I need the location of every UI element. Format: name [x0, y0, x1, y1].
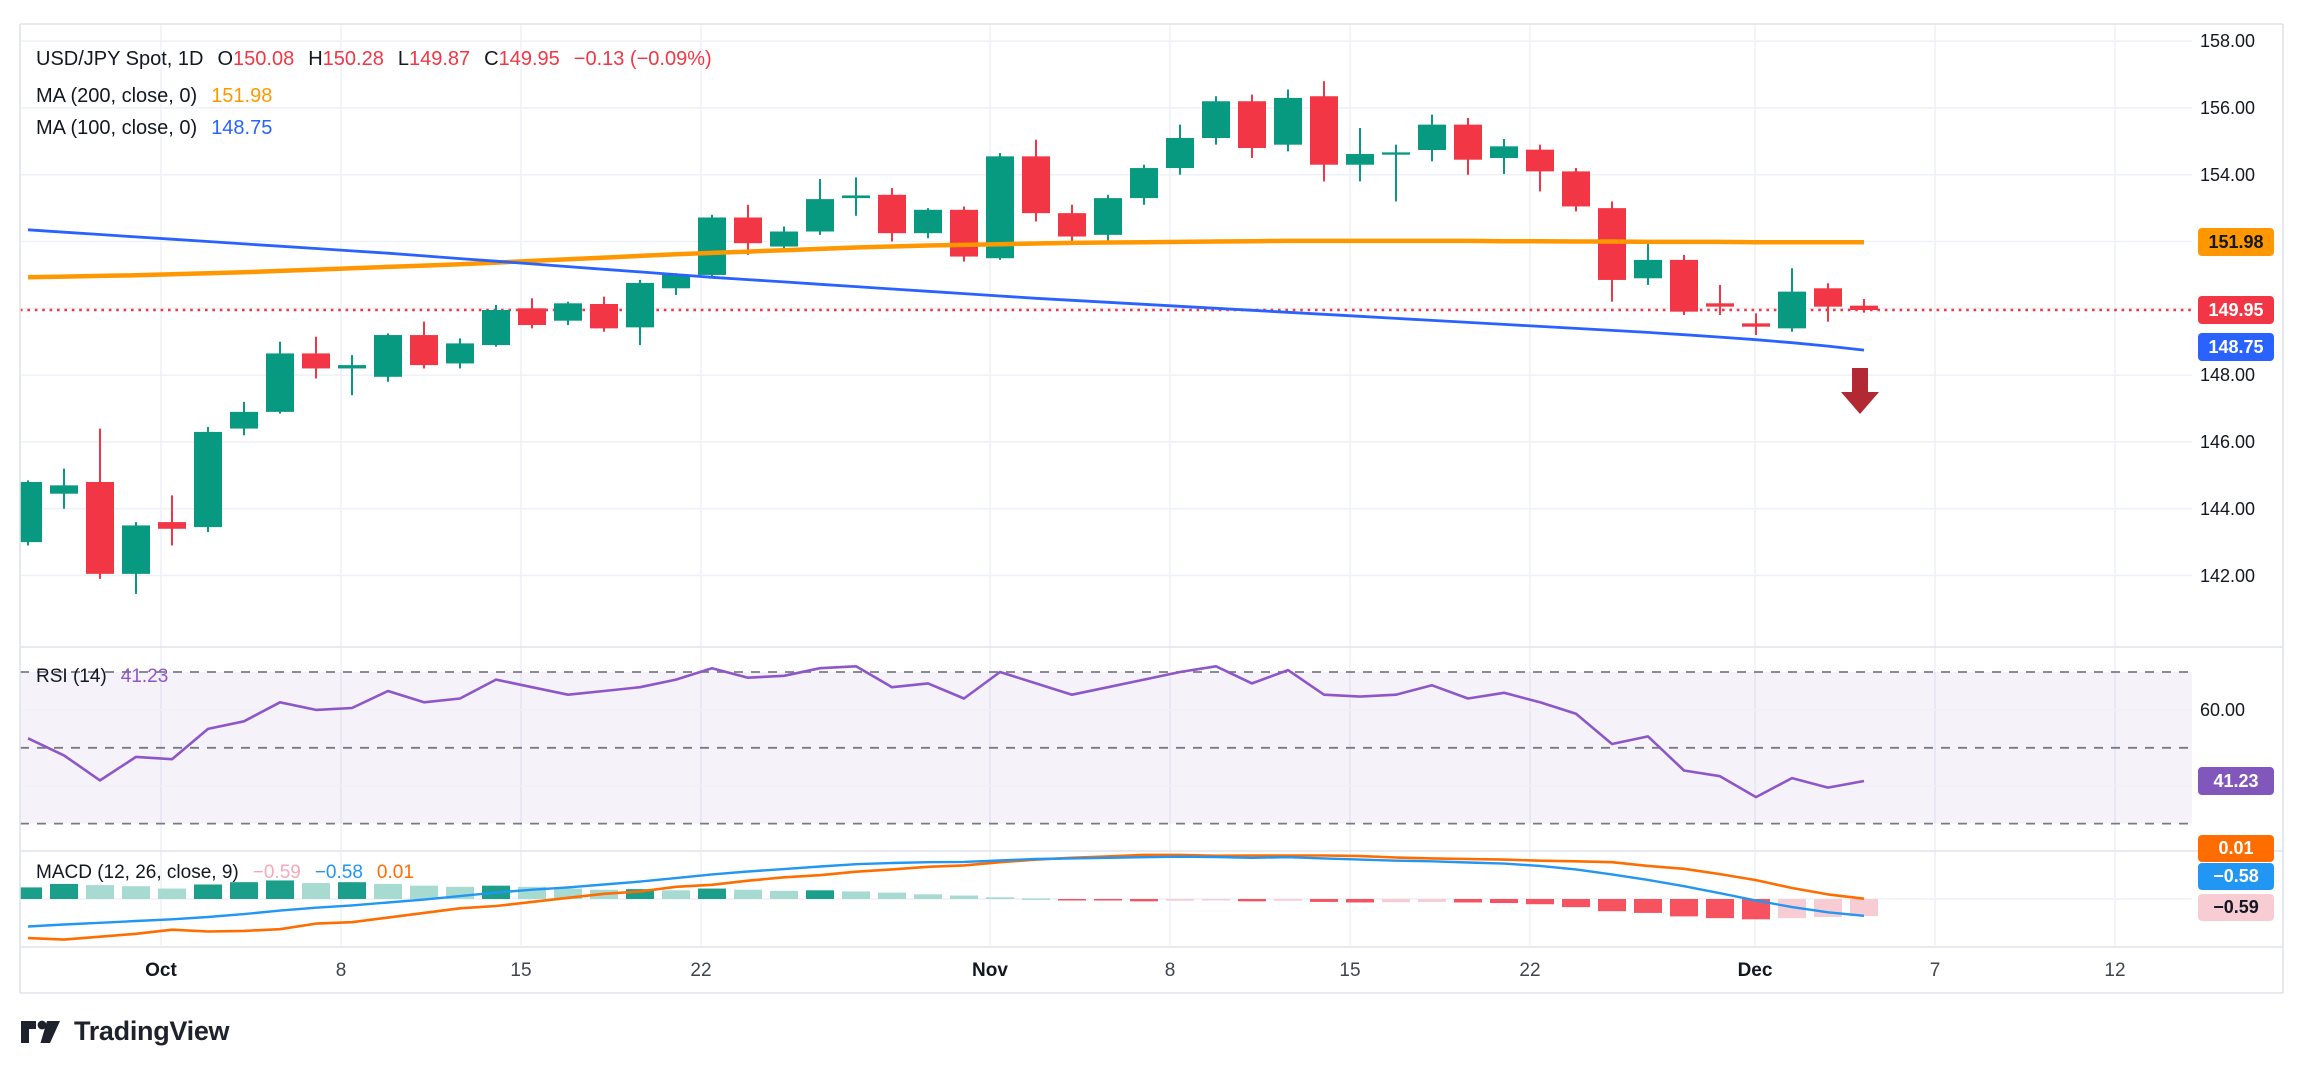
rsi-value-badge: 41.23 [2198, 767, 2274, 795]
price-change: −0.13 (−0.09%) [573, 48, 712, 70]
time-axis-label: Nov [972, 960, 1008, 981]
macd-hist-value: −0.59 [252, 862, 301, 883]
ma100-label: MA (100, close, 0) [36, 117, 198, 139]
price-axis-label: 158.00 [2200, 31, 2256, 52]
price-axis-label: 154.00 [2200, 164, 2256, 185]
ohlc-close: C149.95 [484, 48, 560, 70]
ma200-label: MA (200, close, 0) [36, 85, 198, 107]
symbol-legend-row[interactable]: USD/JPY Spot, 1D O150.08 H150.28 L149.87… [36, 48, 712, 71]
macd-legend-row[interactable]: MACD (12, 26, close, 9) −0.59 −0.58 0.01 [36, 862, 414, 884]
ma100-legend-row[interactable]: MA (100, close, 0) 148.75 [36, 117, 272, 140]
rsi-axis-label: 60.00 [2200, 699, 2246, 720]
price-axis-label: 142.00 [2200, 565, 2256, 586]
price-axis-label: 144.00 [2200, 498, 2256, 519]
time-axis-label: 22 [690, 960, 712, 981]
ma200-price-badge: 151.98 [2198, 228, 2274, 256]
rsi-legend-row[interactable]: RSI (14) 41.23 [36, 666, 168, 688]
ma200-legend-row[interactable]: MA (200, close, 0) 151.98 [36, 85, 272, 108]
rsi-value: 41.23 [120, 666, 169, 687]
rsi-label: RSI (14) [36, 666, 107, 687]
last-price-badge: 149.95 [2198, 296, 2274, 324]
time-axis-label: 22 [1519, 960, 1541, 981]
macd-line-badge: −0.58 [2198, 863, 2274, 890]
ohlc-low: L149.87 [397, 48, 471, 70]
time-axis-label: Dec [1737, 960, 1773, 981]
tradingview-logo-text: TradingView [74, 1016, 230, 1046]
ohlc-high: H150.28 [308, 48, 384, 70]
price-axis-label: 146.00 [2200, 431, 2256, 452]
macd-signal-value: 0.01 [376, 862, 414, 883]
tradingview-logo-link[interactable]: TradingView [20, 1016, 230, 1047]
ma100-price-badge: 148.75 [2198, 333, 2274, 361]
macd-hist-badge: −0.59 [2198, 894, 2274, 921]
ma100-value: 148.75 [211, 117, 273, 139]
time-axis-label: Oct [145, 960, 177, 981]
symbol-title: USD/JPY Spot, 1D [36, 48, 204, 70]
time-axis-label: 12 [2104, 960, 2126, 981]
time-axis-label: 8 [335, 960, 347, 981]
ma200-value: 151.98 [211, 85, 273, 107]
macd-signal-badge: 0.01 [2198, 835, 2274, 862]
ohlc-open: O150.08 [217, 48, 295, 70]
price-axis-label: 156.00 [2200, 97, 2256, 118]
time-axis-label: 8 [1164, 960, 1176, 981]
time-axis-label: 7 [1929, 960, 1941, 981]
tradingview-logo-icon [21, 1020, 60, 1043]
time-axis-label: 15 [1339, 960, 1361, 981]
price-axis-label: 148.00 [2200, 365, 2256, 386]
time-axis-label: 15 [510, 960, 532, 981]
macd-label: MACD (12, 26, close, 9) [36, 862, 239, 883]
macd-line-value: −0.58 [314, 862, 363, 883]
